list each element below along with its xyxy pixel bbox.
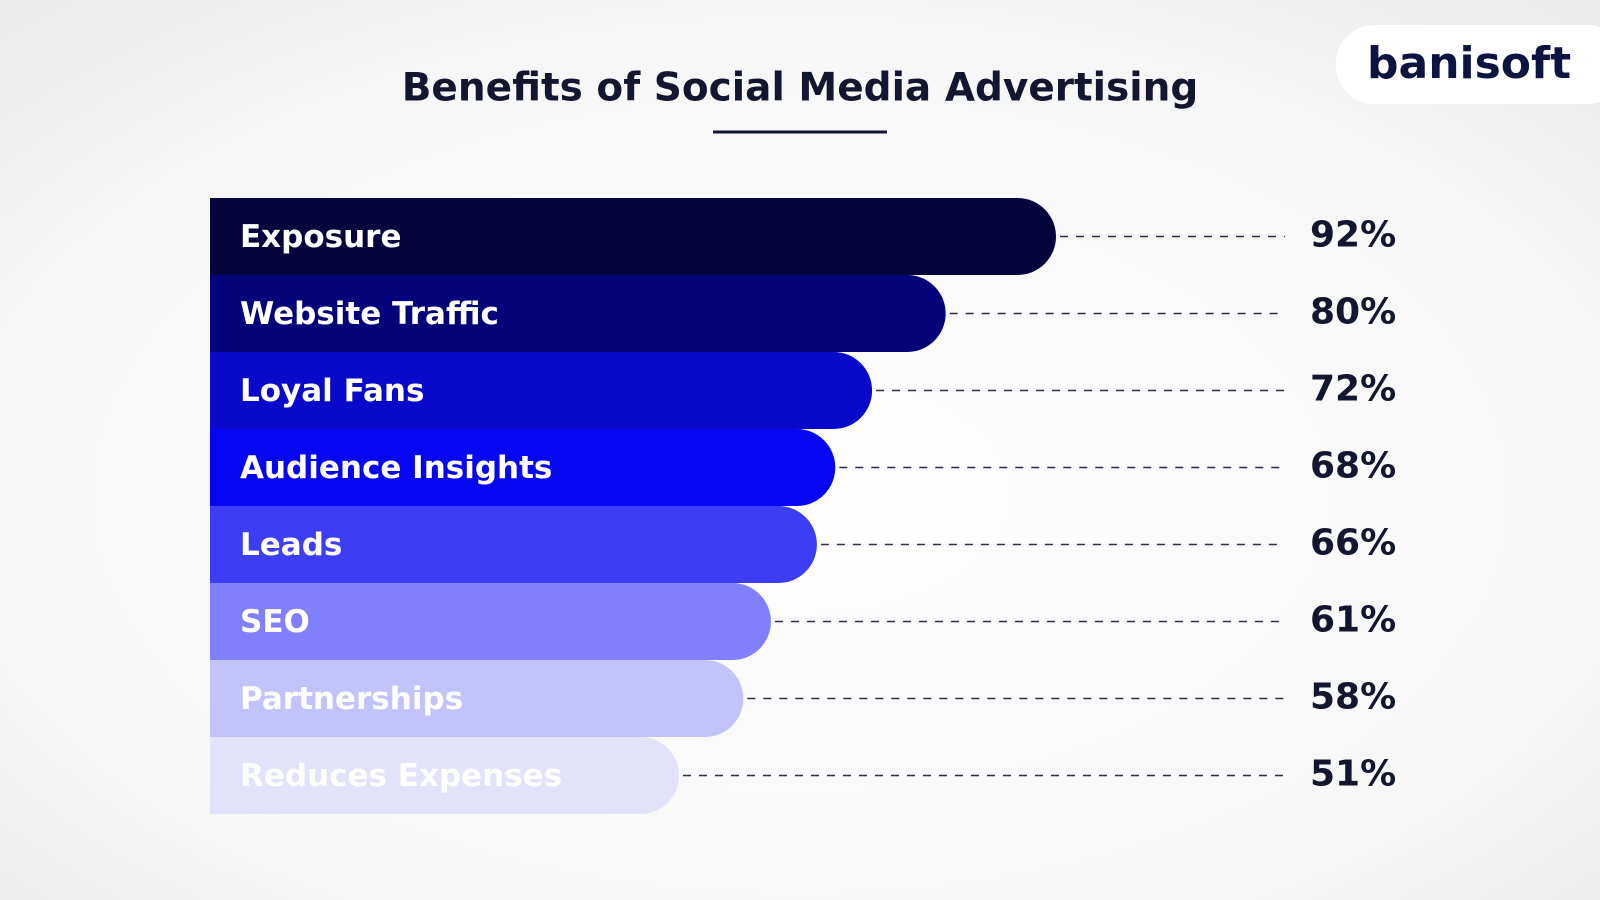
bar: [210, 275, 946, 352]
logo-badge: [1336, 25, 1600, 104]
bar: [210, 583, 771, 660]
value-label: 61%: [1310, 600, 1396, 641]
category-label: Reduces Expenses: [240, 758, 562, 794]
bar: [210, 737, 679, 814]
category-label: Exposure: [240, 219, 402, 255]
category-label: Leads: [240, 527, 342, 563]
value-label: 58%: [1310, 677, 1396, 718]
value-label: 68%: [1310, 446, 1396, 487]
category-label: SEO: [240, 604, 310, 640]
category-label: Loyal Fans: [240, 373, 424, 409]
bars: Exposure 92% Website Traffic 80% Loyal Fans 7…: [210, 198, 1396, 814]
bar: [210, 506, 817, 583]
bar: [210, 352, 873, 429]
value-label: 80%: [1310, 292, 1396, 333]
bar: [210, 429, 836, 506]
bar: [210, 660, 744, 737]
logo: banisoft: [1367, 38, 1571, 89]
category-label: Audience Insights: [240, 450, 552, 486]
bar: [210, 198, 1056, 275]
value-label: 72%: [1310, 369, 1396, 410]
value-label: 51%: [1310, 754, 1396, 795]
value-label: 92%: [1310, 215, 1396, 256]
category-label: Partnerships: [240, 681, 463, 717]
chart-title: Benefits of Social Media Advertising: [402, 66, 1199, 111]
category-label: Website Traffic: [240, 296, 499, 332]
value-label: 66%: [1310, 523, 1396, 564]
